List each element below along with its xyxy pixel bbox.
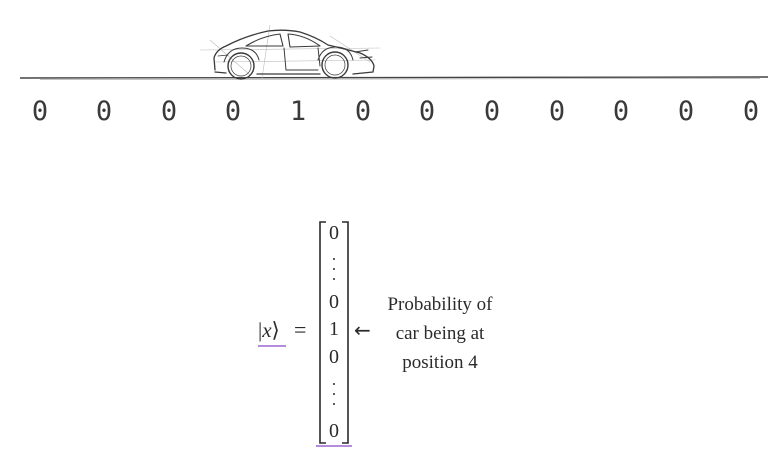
left-arrow-icon: ← bbox=[354, 318, 371, 342]
ket-variable: x bbox=[262, 318, 272, 342]
position-11: 0 bbox=[742, 96, 760, 127]
position-2: 0 bbox=[160, 96, 178, 127]
vector-underline bbox=[316, 445, 352, 447]
position-6: 0 bbox=[418, 96, 436, 127]
equals-sign: = bbox=[294, 317, 307, 342]
position-8: 0 bbox=[548, 96, 566, 127]
annotation-line-3: position 4 bbox=[402, 352, 478, 373]
ket-underline bbox=[258, 345, 286, 347]
car-sketch-icon bbox=[199, 24, 381, 80]
position-4: 1 bbox=[289, 96, 307, 127]
position-0: 0 bbox=[31, 96, 49, 127]
position-9: 0 bbox=[612, 96, 630, 127]
annotation-line-1: Probability of bbox=[387, 294, 493, 315]
ket-x: |x⟩ bbox=[258, 318, 280, 342]
vector-entry-bottom: 0 bbox=[329, 420, 339, 442]
position-5: 0 bbox=[354, 96, 372, 127]
probability-annotation: Probability of car being at position 4 bbox=[372, 290, 508, 377]
road-line bbox=[19, 76, 769, 80]
vector-entry-position-4: 1 bbox=[329, 318, 339, 340]
position-3: 0 bbox=[224, 96, 242, 127]
position-1: 0 bbox=[95, 96, 113, 127]
position-7: 0 bbox=[483, 96, 501, 127]
position-10: 0 bbox=[677, 96, 695, 127]
vector-entry-top: 0 bbox=[329, 222, 339, 244]
annotation-line-2: car being at bbox=[395, 323, 485, 344]
vector-entry-above: 0 bbox=[329, 291, 339, 313]
vdots-lower bbox=[332, 383, 336, 405]
vector-entry-below: 0 bbox=[329, 346, 339, 368]
vdots-upper bbox=[332, 258, 336, 280]
